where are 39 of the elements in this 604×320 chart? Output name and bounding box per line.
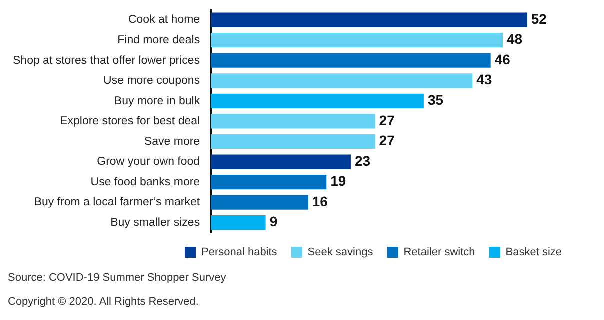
bar: [211, 74, 473, 88]
bar: [211, 94, 424, 108]
y-tick-label: Use food banks more: [90, 176, 200, 188]
y-tick-label: Use more coupons: [104, 75, 200, 88]
legend-label: Basket size: [506, 246, 562, 259]
bar: [211, 195, 308, 210]
y-tick-label: Buy from a local farmer’s market: [34, 196, 201, 209]
bar: [211, 134, 376, 150]
bar: [211, 216, 266, 230]
data-label: 19: [330, 173, 346, 190]
y-tick-label: Grow your own food: [97, 156, 200, 168]
legend-label: Personal habits: [201, 246, 278, 259]
source-note: Source: COVID-19 Summer Shopper Survey: [8, 272, 228, 284]
y-tick-label: Buy more in bulk: [114, 95, 200, 108]
bar: [211, 154, 351, 170]
y-tick-label: Explore stores for best deal: [60, 116, 200, 128]
y-tick-label: Find more deals: [118, 34, 200, 46]
data-label: 23: [354, 152, 371, 169]
data-label: 52: [531, 10, 548, 27]
data-label: 46: [494, 51, 511, 68]
y-tick-label: Cook at home: [128, 14, 200, 26]
data-label: 48: [507, 31, 523, 48]
data-label: 9: [270, 214, 278, 230]
bar: [211, 53, 491, 68]
y-tick-label: Buy smaller sizes: [110, 217, 200, 230]
y-tick-label: Save more: [144, 136, 200, 148]
bar: [211, 174, 327, 190]
text: Copyright © 2020. All Rights Reserved.: [8, 296, 200, 308]
legend-label: Seek savings: [308, 246, 374, 259]
y-tick-label: Shop at stores that offer lower prices: [13, 54, 200, 67]
data-label: 16: [312, 193, 328, 210]
data-label: 43: [476, 72, 492, 88]
bar: [211, 12, 528, 28]
data-label: 35: [428, 92, 444, 108]
data-label: 27: [379, 112, 396, 128]
data-label: 27: [379, 132, 396, 149]
legend-label: Retailer switch: [404, 246, 476, 259]
bar: [211, 114, 376, 129]
bar: [211, 33, 504, 48]
